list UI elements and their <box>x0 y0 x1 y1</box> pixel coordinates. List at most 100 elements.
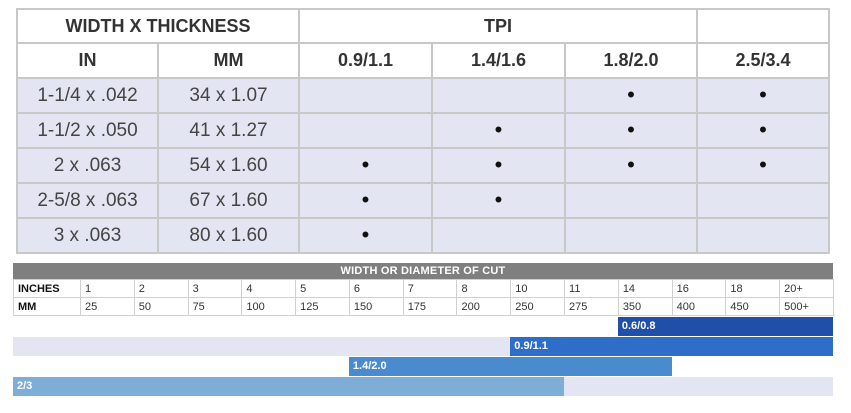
inches-value: 8 <box>456 279 512 298</box>
tpi-range-track: 1.4/2.0 <box>13 357 833 376</box>
bullet-mark: • <box>361 186 370 212</box>
mm-value: 100 <box>241 297 297 316</box>
size-mm-cell: 80 x 1.60 <box>156 217 301 254</box>
mm-value: 400 <box>671 297 727 316</box>
inches-value: 1 <box>80 279 135 298</box>
bullet-mark: • <box>627 81 635 107</box>
mm-label: MM <box>13 297 81 316</box>
mm-value: 175 <box>402 297 458 316</box>
tpi-mark-cell <box>431 77 567 114</box>
mm-value: 200 <box>456 297 512 316</box>
tpi-mark-cell: • <box>696 147 831 184</box>
inches-value: 7 <box>402 279 458 298</box>
tpi-range-bar: 1.4/2.0 <box>348 357 672 376</box>
mm-value: 450 <box>725 297 781 316</box>
tpi-range-bar: 0.9/1.1 <box>510 337 833 356</box>
mm-value: 25 <box>80 297 135 316</box>
size-mm-cell: 41 x 1.27 <box>156 112 301 149</box>
tpi-mark-cell <box>564 182 699 219</box>
mm-value: 75 <box>187 297 243 316</box>
tpi-selection-table: WIDTH X THICKNESS TPI IN MM 0.9/1.1 1.4/… <box>15 8 831 254</box>
tpi-col-header: 1.4/1.6 <box>431 42 567 79</box>
inches-value: 5 <box>295 279 350 298</box>
size-mm-cell: 54 x 1.60 <box>156 147 301 184</box>
tpi-mark-cell: • <box>298 147 434 184</box>
tpi-mark-cell: • <box>298 182 434 219</box>
cut-scale-table: INCHES 1 2 3 4 5 6 7 8 10 11 14 16 18 20+ MM 25 50 75 10… <box>13 279 834 316</box>
tpi-col-header: 0.9/1.1 <box>298 42 434 79</box>
tpi-range-bars: 0.6/0.8 0.9/1.1 1.4/2.0 2/3 <box>13 317 833 396</box>
tpi-header: TPI <box>298 8 699 44</box>
inches-value: 18 <box>725 279 781 298</box>
tpi-mark-cell <box>564 217 699 254</box>
width-thickness-header: WIDTH X THICKNESS <box>15 8 301 44</box>
bullet-mark: • <box>759 151 767 177</box>
inches-value: 10 <box>510 279 566 298</box>
inches-label: INCHES <box>13 279 81 298</box>
mm-value: 125 <box>295 297 350 316</box>
tpi-mark-cell: • <box>564 112 699 149</box>
tpi-mark-cell: • <box>431 147 567 184</box>
mm-value: 350 <box>617 297 673 316</box>
size-mm-cell: 67 x 1.60 <box>156 182 301 219</box>
tpi-mark-cell: • <box>696 112 831 149</box>
tpi-mark-cell <box>696 217 831 254</box>
tpi-mark-cell: • <box>431 182 567 219</box>
inches-value: 14 <box>617 279 673 298</box>
inches-value: 4 <box>241 279 297 298</box>
cut-chart-title: WIDTH OR DIAMETER OF CUT <box>13 263 833 279</box>
tpi-mark-cell <box>298 77 434 114</box>
tpi-range-track: 0.9/1.1 <box>13 337 833 356</box>
tpi-range-bar: 0.6/0.8 <box>617 317 833 336</box>
inches-value: 3 <box>187 279 243 298</box>
mm-value: 250 <box>510 297 566 316</box>
tpi-range-bar: 2/3 <box>13 377 565 396</box>
mm-row: MM 25 50 75 100 125 150 175 200 250 275 350 400 450 5… <box>13 297 834 316</box>
bullet-mark: • <box>494 116 503 142</box>
inches-value: 6 <box>348 279 404 298</box>
bullet-mark: • <box>361 221 370 247</box>
inches-value: 20+ <box>779 279 834 298</box>
col-in-header: IN <box>16 42 159 79</box>
blade-size-row: 1-1/4 x .042 34 x 1.07 • • <box>16 77 831 114</box>
mm-value: 50 <box>133 297 189 316</box>
size-in-cell: 1-1/2 x .050 <box>16 112 159 149</box>
blade-size-row: 1-1/2 x .050 41 x 1.27 • • • <box>16 112 831 149</box>
tpi-mark-cell <box>431 217 567 254</box>
mm-value: 150 <box>348 297 404 316</box>
bullet-mark: • <box>361 151 370 177</box>
bullet-mark: • <box>494 186 503 212</box>
tpi-col-header: 1.8/2.0 <box>564 42 699 79</box>
mm-value: 500+ <box>779 297 834 316</box>
inches-value: 16 <box>671 279 727 298</box>
bullet-mark: • <box>627 151 635 177</box>
inches-value: 2 <box>133 279 189 298</box>
inches-value: 11 <box>564 279 619 298</box>
size-in-cell: 1-1/4 x .042 <box>16 77 159 114</box>
inches-row: INCHES 1 2 3 4 5 6 7 8 10 11 14 16 18 20+ <box>13 279 834 298</box>
col-mm-header: MM <box>156 42 301 79</box>
size-in-cell: 2-5/8 x .063 <box>16 182 159 219</box>
bullet-mark: • <box>627 116 635 142</box>
tpi-mark-cell <box>298 112 434 149</box>
mm-value: 275 <box>564 297 619 316</box>
bullet-mark: • <box>494 151 503 177</box>
tpi-mark-cell: • <box>564 77 699 114</box>
tpi-mark-cell <box>696 182 831 219</box>
bullet-mark: • <box>759 81 767 107</box>
tpi-mark-cell: • <box>564 147 699 184</box>
tpi-mark-cell: • <box>298 217 434 254</box>
tpi-range-track: 2/3 <box>13 377 833 396</box>
blade-size-row: 3 x .063 80 x 1.60 • <box>16 217 831 254</box>
size-in-cell: 3 x .063 <box>16 217 159 254</box>
size-mm-cell: 34 x 1.07 <box>156 77 301 114</box>
blade-size-row: 2-5/8 x .063 67 x 1.60 • • <box>16 182 831 219</box>
blade-size-row: 2 x .063 54 x 1.60 • • • • <box>16 147 831 184</box>
bullet-mark: • <box>759 116 767 142</box>
size-in-cell: 2 x .063 <box>16 147 159 184</box>
tpi-col-header: 2.5/3.4 <box>696 42 831 79</box>
tpi-mark-cell: • <box>696 77 831 114</box>
tpi-range-track: 0.6/0.8 <box>13 317 833 336</box>
tpi-mark-cell: • <box>431 112 567 149</box>
